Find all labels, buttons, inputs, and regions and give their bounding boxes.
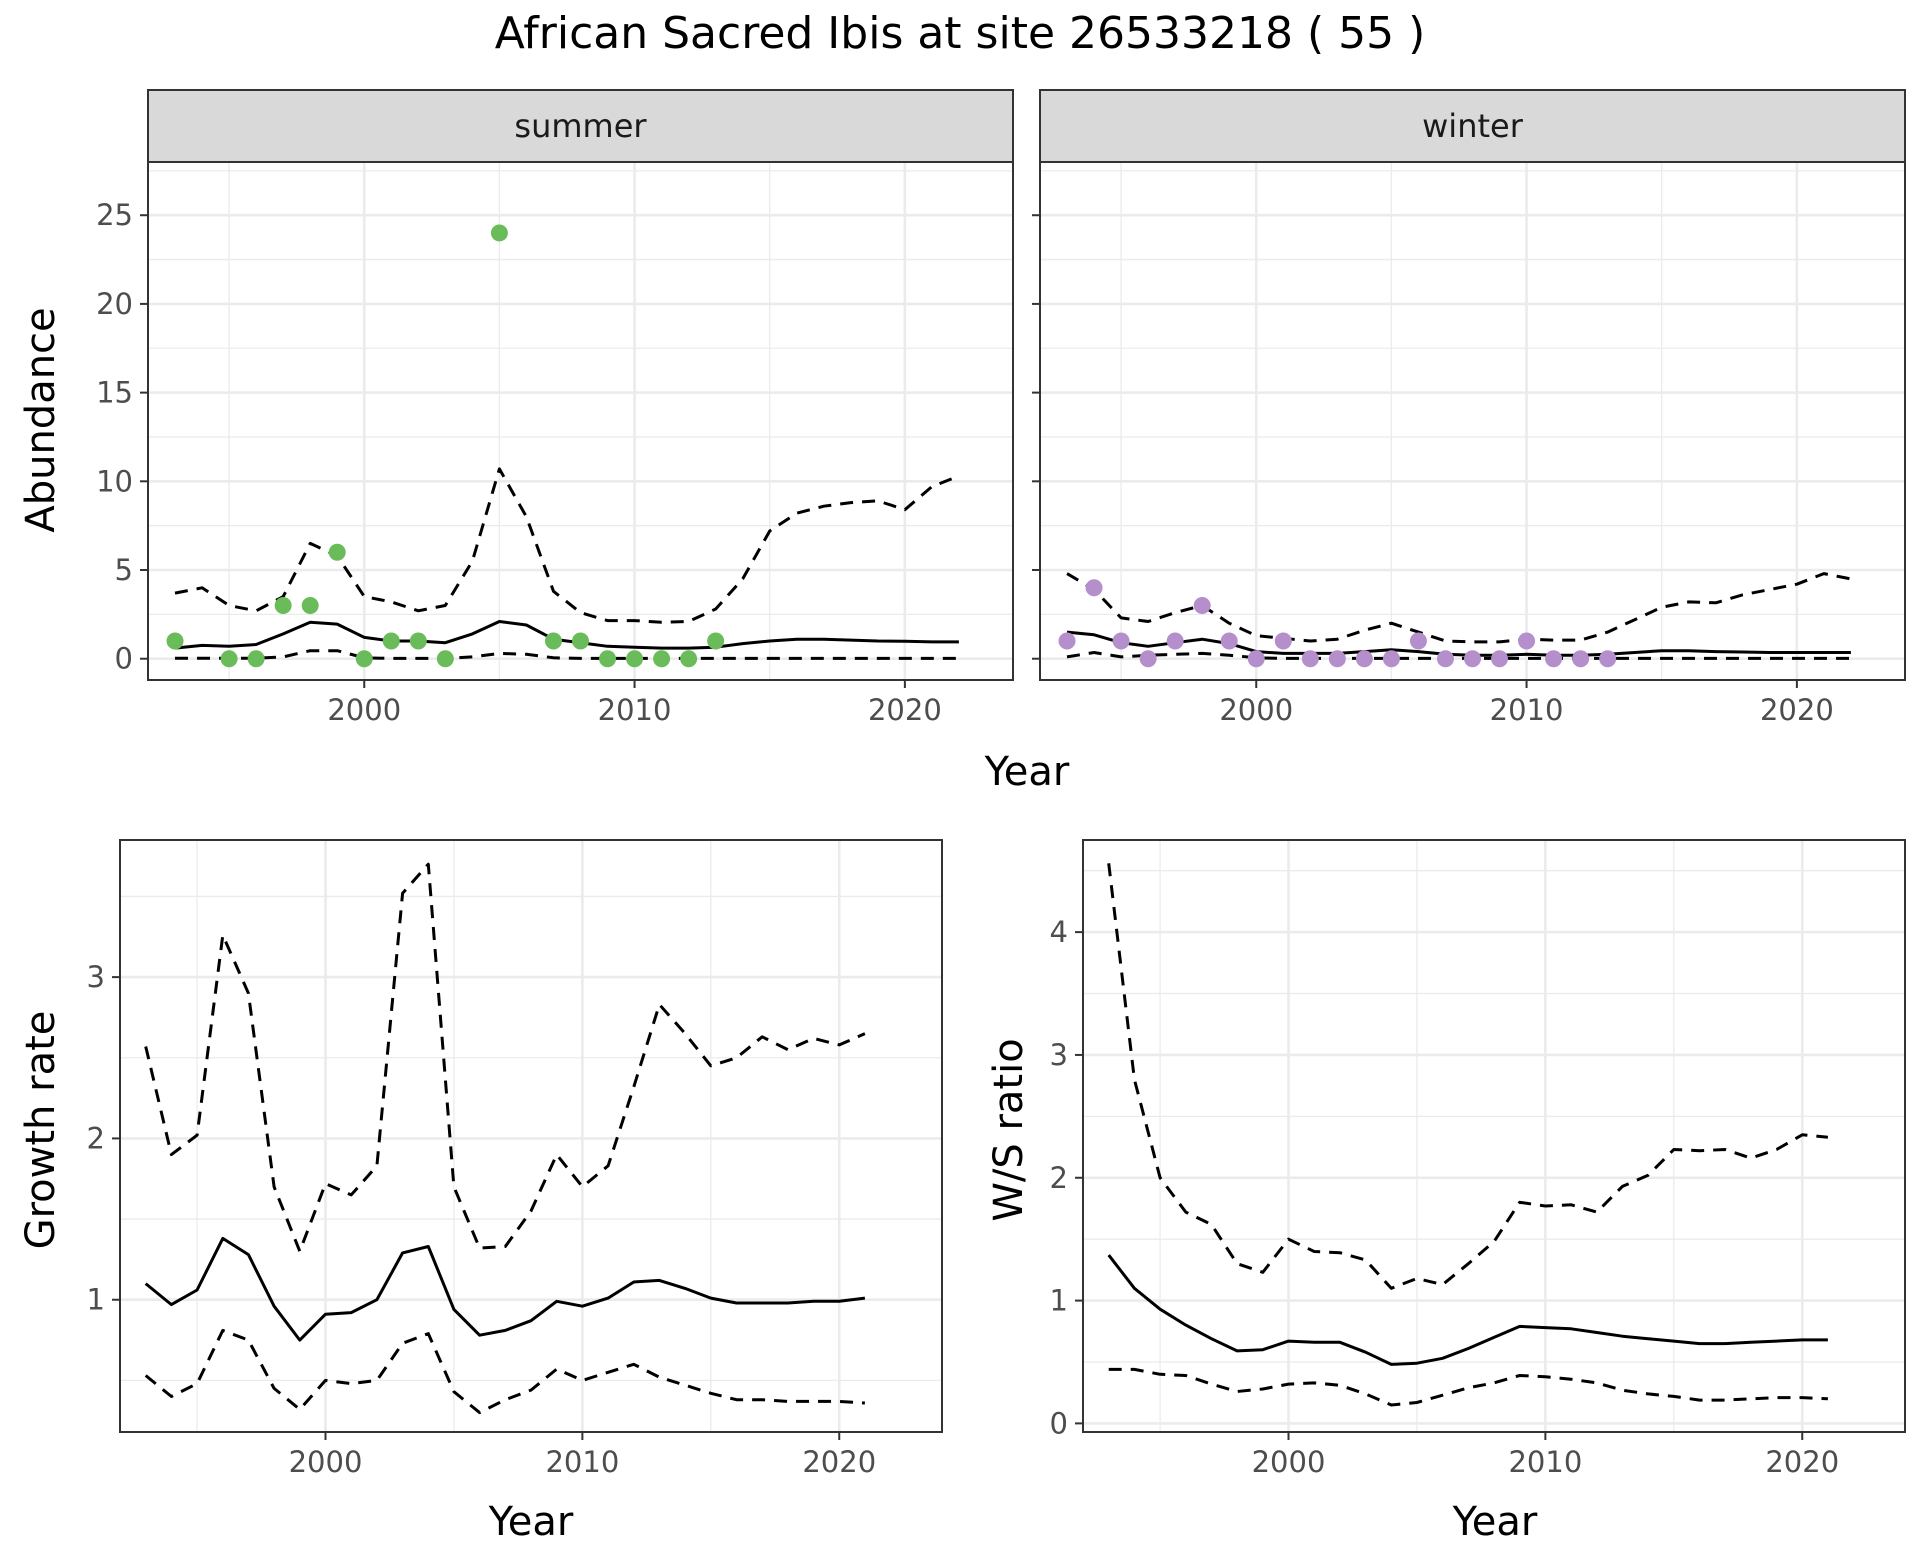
growth-y-axis-title: Growth rate [18, 1011, 64, 1250]
growth-rate-panel: 2000 2010 2020 1 2 3 [87, 839, 943, 1479]
x-tick-label: 2010 [598, 693, 672, 727]
data-point [1058, 632, 1076, 650]
data-point [572, 632, 589, 650]
y-tick-label: 2 [87, 1121, 105, 1155]
y-tick-label: 1 [1050, 1284, 1068, 1318]
data-point [544, 632, 562, 650]
data-point [1139, 650, 1157, 668]
data-point [1328, 650, 1346, 668]
data-point [382, 632, 400, 650]
y-tick-label: 25 [96, 198, 133, 232]
data-point [409, 632, 427, 650]
data-point [220, 650, 238, 668]
panel-border [1082, 839, 1906, 1433]
x-tick-label: 2000 [327, 693, 401, 727]
y-tick-label: 2 [1050, 1161, 1068, 1195]
data-point [1193, 596, 1211, 614]
solid-trend-line [174, 620, 959, 650]
data-point [436, 650, 454, 668]
data-point [247, 650, 265, 668]
data-point [1491, 650, 1509, 668]
data-point [274, 596, 292, 614]
dashed-bound-line [144, 1328, 865, 1415]
data-point [1518, 632, 1536, 650]
x-tick-label: 2000 [1252, 1445, 1326, 1479]
data-point [1599, 650, 1617, 668]
y-tick-label: 0 [1050, 1406, 1068, 1440]
facet-strip [1039, 89, 1906, 163]
y-tick-label: 10 [96, 464, 133, 498]
y-tick-label: 0 [115, 642, 133, 676]
growth-x-axis-title: Year [488, 1499, 574, 1545]
solid-trend-line [1066, 630, 1851, 657]
x-tick-label: 2010 [1508, 1445, 1582, 1479]
data-point [1301, 650, 1319, 668]
data-point [1220, 632, 1238, 650]
dashed-bound-line [1107, 863, 1829, 1290]
y-tick-label: 15 [96, 376, 133, 410]
facet-strip [147, 89, 1014, 163]
data-point [1355, 650, 1373, 668]
y-tick-label: 5 [115, 553, 133, 587]
summer-panel: 2000 2010 2020 0 5 10 15 20 25 summer [96, 89, 1014, 727]
data-point [1545, 650, 1563, 668]
dashed-bound-line [174, 467, 960, 624]
y-tick-label: 20 [96, 287, 133, 321]
ws-ratio-y-axis-title: W/S ratio [986, 1038, 1032, 1221]
data-point [1166, 632, 1184, 650]
data-point [490, 224, 508, 242]
abundance-x-axis-title: Year [984, 749, 1070, 795]
panel-background [1083, 840, 1905, 1432]
x-tick-label: 2010 [1490, 693, 1564, 727]
data-point [1436, 650, 1454, 668]
data-point [1274, 632, 1292, 650]
data-point [680, 650, 698, 668]
data-point [355, 650, 373, 668]
data-point [626, 650, 644, 668]
data-point [1382, 650, 1400, 668]
data-point [1112, 632, 1130, 650]
facet-strip-label: summer [514, 107, 647, 145]
x-tick-label: 2000 [1219, 693, 1293, 727]
data-point [1572, 650, 1590, 668]
x-tick-label: 2020 [1760, 693, 1834, 727]
y-tick-label: 3 [87, 960, 105, 994]
panel-background [120, 840, 942, 1432]
data-point [1409, 632, 1427, 650]
data-point [599, 650, 617, 668]
abundance-y-axis-title: Abundance [18, 307, 64, 532]
panel-background [148, 162, 1013, 680]
figure-title: African Sacred Ibis at site 26533218 ( 5… [495, 8, 1426, 59]
y-tick-label: 1 [87, 1283, 105, 1317]
y-tick-label: 4 [1050, 915, 1068, 949]
x-tick-label: 2020 [868, 693, 942, 727]
solid-trend-line [1107, 1254, 1828, 1366]
data-point [328, 543, 346, 561]
x-tick-label: 2020 [1765, 1445, 1839, 1479]
dashed-bound-line [1108, 1367, 1828, 1407]
x-tick-label: 2000 [289, 1445, 363, 1479]
x-tick-label: 2010 [545, 1445, 619, 1479]
data-point [166, 632, 184, 650]
panel-border [119, 839, 943, 1433]
data-point [301, 596, 319, 614]
ws-ratio-x-axis-title: Year [1452, 1499, 1538, 1545]
dashed-bound-line [144, 862, 866, 1253]
ws-ratio-panel: 2000 2010 2020 0 1 2 3 4 [1050, 839, 1906, 1479]
data-point [653, 650, 671, 668]
y-tick-label: 3 [1050, 1038, 1068, 1072]
data-point [1247, 650, 1265, 668]
winter-panel: 2000 2010 2020 winter [1032, 89, 1906, 727]
x-tick-label: 2020 [802, 1445, 876, 1479]
dashed-bound-line [1066, 572, 1852, 644]
data-point [1464, 650, 1481, 668]
facet-strip-label: winter [1422, 107, 1524, 145]
data-point [1085, 579, 1103, 597]
data-point [707, 632, 725, 650]
solid-trend-line [144, 1236, 866, 1342]
panel-background [1040, 162, 1905, 680]
